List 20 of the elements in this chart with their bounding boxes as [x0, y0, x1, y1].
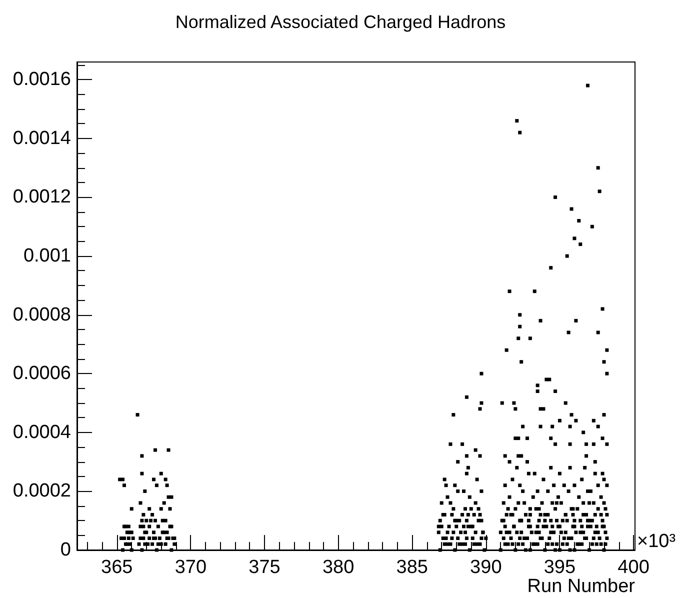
- y-tick-label: 0.0004: [12, 422, 72, 443]
- x-tick-label: 400: [618, 557, 650, 578]
- y-tick-label: 0.0008: [12, 304, 71, 326]
- y-tick-label: 0: [60, 540, 71, 560]
- y-tick-label: 0.0016: [12, 69, 71, 90]
- y-tick-label: 0.0002: [12, 480, 71, 502]
- x-tick-label: 365: [101, 557, 133, 578]
- y-tick-label: 0.001: [23, 246, 71, 267]
- text: ×10³: [637, 531, 676, 552]
- chart-title: Normalized Associated Charged Hadrons: [175, 12, 506, 32]
- y-tick-label: 0.0006: [12, 363, 71, 384]
- x-tick-label: 380: [322, 557, 354, 578]
- x-tick-label: 385: [396, 557, 428, 578]
- x-tick-label: 395: [544, 557, 576, 578]
- x-tick-label: 375: [248, 557, 280, 578]
- x-tick-label: 370: [174, 557, 207, 578]
- y-tick-label: 0.0012: [12, 186, 71, 208]
- x-axis-title: Run Number: [527, 576, 636, 597]
- y-tick-label: 0.0014: [12, 128, 72, 149]
- x-tick-label: 390: [470, 557, 502, 578]
